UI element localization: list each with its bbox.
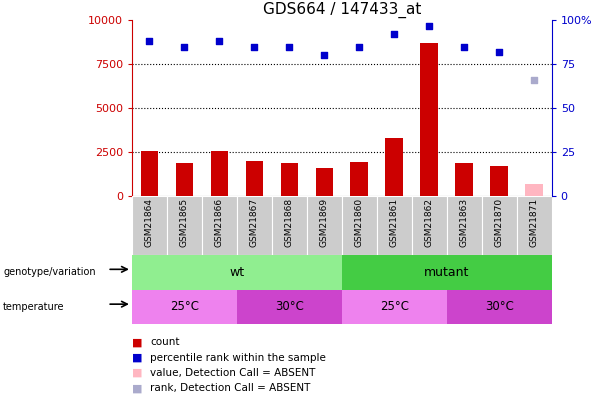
Bar: [132, 255, 342, 290]
Bar: [167, 196, 202, 255]
Text: 25°C: 25°C: [170, 300, 199, 313]
Bar: [455, 163, 473, 196]
Point: [284, 43, 294, 50]
Bar: [202, 196, 237, 255]
Text: value, Detection Call = ABSENT: value, Detection Call = ABSENT: [150, 368, 316, 378]
Bar: [386, 138, 403, 196]
Point: [459, 43, 469, 50]
Bar: [412, 196, 447, 255]
Bar: [421, 43, 438, 196]
Bar: [272, 196, 306, 255]
Point: [494, 49, 504, 55]
Text: temperature: temperature: [3, 302, 64, 311]
Point: [215, 38, 224, 45]
Text: GSM21860: GSM21860: [355, 198, 364, 247]
Text: GSM21863: GSM21863: [460, 198, 469, 247]
Text: GSM21861: GSM21861: [390, 198, 398, 247]
Bar: [342, 196, 377, 255]
Text: GSM21862: GSM21862: [425, 198, 434, 247]
Text: GSM21868: GSM21868: [285, 198, 294, 247]
Bar: [306, 196, 342, 255]
Text: ■: ■: [132, 353, 142, 362]
Text: GSM21867: GSM21867: [249, 198, 259, 247]
Bar: [210, 151, 228, 196]
Text: GSM21865: GSM21865: [180, 198, 189, 247]
Point: [180, 43, 189, 50]
Bar: [525, 184, 543, 196]
Text: 30°C: 30°C: [485, 300, 514, 313]
Text: mutant: mutant: [424, 266, 470, 279]
Text: wt: wt: [229, 266, 245, 279]
Bar: [482, 196, 517, 255]
Text: GSM21870: GSM21870: [495, 198, 504, 247]
Text: GSM21871: GSM21871: [530, 198, 539, 247]
Bar: [447, 290, 552, 324]
Bar: [490, 166, 508, 196]
Bar: [447, 196, 482, 255]
Point: [529, 77, 539, 83]
Text: 30°C: 30°C: [275, 300, 303, 313]
Text: genotype/variation: genotype/variation: [3, 267, 96, 277]
Text: GSM21866: GSM21866: [215, 198, 224, 247]
Bar: [316, 168, 333, 196]
Bar: [140, 151, 158, 196]
Bar: [517, 196, 552, 255]
Bar: [351, 162, 368, 196]
Bar: [342, 255, 552, 290]
Point: [389, 31, 399, 38]
Text: percentile rank within the sample: percentile rank within the sample: [150, 353, 326, 362]
Bar: [237, 290, 342, 324]
Text: count: count: [150, 337, 180, 347]
Point: [249, 43, 259, 50]
Text: ■: ■: [132, 384, 142, 393]
Point: [319, 52, 329, 59]
Bar: [132, 290, 237, 324]
Bar: [342, 290, 447, 324]
Text: GSM21864: GSM21864: [145, 198, 154, 247]
Bar: [281, 163, 298, 196]
Text: ■: ■: [132, 337, 142, 347]
Point: [424, 22, 434, 29]
Title: GDS664 / 147433_at: GDS664 / 147433_at: [262, 1, 421, 17]
Text: rank, Detection Call = ABSENT: rank, Detection Call = ABSENT: [150, 384, 311, 393]
Bar: [237, 196, 272, 255]
Text: 25°C: 25°C: [379, 300, 409, 313]
Point: [354, 43, 364, 50]
Bar: [246, 161, 263, 196]
Bar: [132, 196, 167, 255]
Bar: [377, 196, 412, 255]
Bar: [175, 163, 193, 196]
Text: GSM21869: GSM21869: [320, 198, 329, 247]
Point: [145, 38, 154, 45]
Text: ■: ■: [132, 368, 142, 378]
